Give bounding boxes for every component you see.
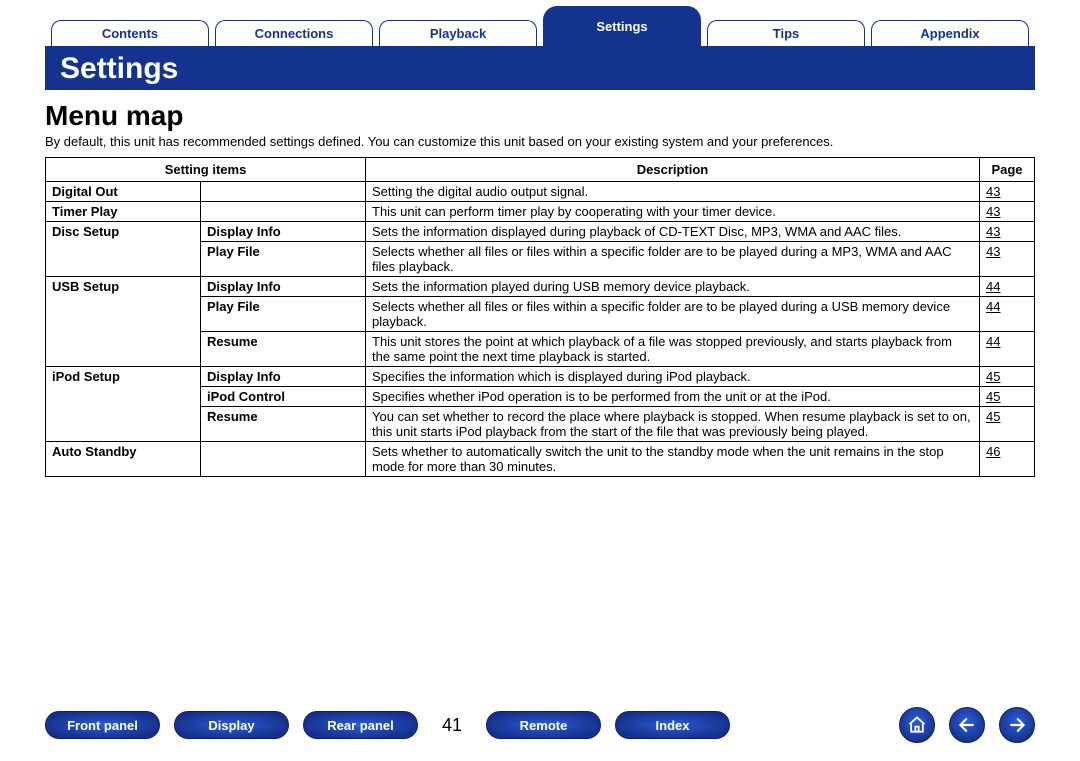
setting-item-cell: iPod Setup xyxy=(46,367,201,387)
menu-map-table: Setting items Description Page Digital O… xyxy=(45,157,1035,477)
description-cell: Specifies the information which is displ… xyxy=(366,367,980,387)
description-cell: This unit can perform timer play by coop… xyxy=(366,202,980,222)
rear-panel-button[interactable]: Rear panel xyxy=(303,711,418,739)
page-link-cell: 44 xyxy=(980,332,1035,367)
page-link[interactable]: 45 xyxy=(986,389,1000,404)
page-link-cell: 43 xyxy=(980,222,1035,242)
page-link[interactable]: 44 xyxy=(986,299,1000,314)
footer-nav: Front panel Display Rear panel 41 Remote… xyxy=(45,707,1035,743)
remote-button[interactable]: Remote xyxy=(486,711,601,739)
page-link[interactable]: 43 xyxy=(986,204,1000,219)
page-link-cell: 45 xyxy=(980,367,1035,387)
description-cell: Specifies whether iPod operation is to b… xyxy=(366,387,980,407)
table-row: iPod SetupDisplay InfoSpecifies the info… xyxy=(46,367,1035,387)
setting-subitem-cell: Play File xyxy=(201,242,366,277)
tab-settings[interactable]: Settings xyxy=(543,6,701,46)
table-row: Play FileSelects whether all files or fi… xyxy=(46,297,1035,332)
description-cell: This unit stores the point at which play… xyxy=(366,332,980,367)
description-cell: Sets whether to automatically switch the… xyxy=(366,442,980,477)
front-panel-button[interactable]: Front panel xyxy=(45,711,160,739)
setting-subitem-cell: Display Info xyxy=(201,222,366,242)
page-link-cell: 44 xyxy=(980,297,1035,332)
setting-subitem-cell: Play File xyxy=(201,297,366,332)
setting-subitem-cell: Display Info xyxy=(201,367,366,387)
home-icon xyxy=(907,715,927,735)
page-heading: Menu map xyxy=(45,100,1035,132)
setting-subitem-cell: Resume xyxy=(201,407,366,442)
page-link[interactable]: 46 xyxy=(986,444,1000,459)
intro-text: By default, this unit has recommended se… xyxy=(45,134,1035,149)
arrow-right-icon xyxy=(1007,715,1027,735)
col-header-description: Description xyxy=(366,158,980,182)
page-link-cell: 43 xyxy=(980,182,1035,202)
table-row: USB SetupDisplay InfoSets the informatio… xyxy=(46,277,1035,297)
page-link-cell: 43 xyxy=(980,242,1035,277)
tab-contents[interactable]: Contents xyxy=(51,20,209,46)
table-row: Digital Out Setting the digital audio out… xyxy=(46,182,1035,202)
setting-item-cell xyxy=(46,297,201,332)
arrow-left-icon xyxy=(957,715,977,735)
table-row: ResumeYou can set whether to record the … xyxy=(46,407,1035,442)
description-cell: Sets the information displayed during pl… xyxy=(366,222,980,242)
setting-item-cell xyxy=(46,332,201,367)
description-cell: Setting the digital audio output signal. xyxy=(366,182,980,202)
page-link[interactable]: 43 xyxy=(986,184,1000,199)
tab-appendix[interactable]: Appendix xyxy=(871,20,1029,46)
page-link[interactable]: 45 xyxy=(986,369,1000,384)
page-link[interactable]: 44 xyxy=(986,279,1000,294)
content-area: Menu map By default, this unit has recom… xyxy=(45,100,1035,477)
table-row: ResumeThis unit stores the point at whic… xyxy=(46,332,1035,367)
setting-subitem-cell xyxy=(201,202,366,222)
setting-subitem-cell: Display Info xyxy=(201,277,366,297)
page-link-cell: 45 xyxy=(980,387,1035,407)
setting-item-cell: Auto Standby xyxy=(46,442,201,477)
page-link-cell: 45 xyxy=(980,407,1035,442)
description-cell: Selects whether all files or files withi… xyxy=(366,297,980,332)
home-button[interactable] xyxy=(899,707,935,743)
page-link[interactable]: 45 xyxy=(986,409,1000,424)
table-row: Play FileSelects whether all files or fi… xyxy=(46,242,1035,277)
col-header-page: Page xyxy=(980,158,1035,182)
page-link-cell: 44 xyxy=(980,277,1035,297)
tab-tips[interactable]: Tips xyxy=(707,20,865,46)
page-link-cell: 43 xyxy=(980,202,1035,222)
top-tabs: Contents Connections Playback Settings T… xyxy=(45,0,1035,46)
setting-item-cell xyxy=(46,407,201,442)
setting-subitem-cell xyxy=(201,442,366,477)
table-row: iPod ControlSpecifies whether iPod opera… xyxy=(46,387,1035,407)
next-page-button[interactable] xyxy=(999,707,1035,743)
setting-item-cell: Disc Setup xyxy=(46,222,201,242)
description-cell: Selects whether all files or files withi… xyxy=(366,242,980,277)
col-header-items: Setting items xyxy=(46,158,366,182)
section-title-bar: Settings xyxy=(45,46,1035,90)
table-row: Auto Standby Sets whether to automaticall… xyxy=(46,442,1035,477)
tab-connections[interactable]: Connections xyxy=(215,20,373,46)
setting-subitem-cell: Resume xyxy=(201,332,366,367)
tab-playback[interactable]: Playback xyxy=(379,20,537,46)
setting-subitem-cell xyxy=(201,182,366,202)
display-button[interactable]: Display xyxy=(174,711,289,739)
table-row: Timer Play This unit can perform timer pl… xyxy=(46,202,1035,222)
table-row: Disc SetupDisplay InfoSets the informati… xyxy=(46,222,1035,242)
page-number: 41 xyxy=(432,715,472,736)
page-link-cell: 46 xyxy=(980,442,1035,477)
setting-item-cell: Timer Play xyxy=(46,202,201,222)
setting-item-cell xyxy=(46,387,201,407)
page-link[interactable]: 44 xyxy=(986,334,1000,349)
setting-subitem-cell: iPod Control xyxy=(201,387,366,407)
page-link[interactable]: 43 xyxy=(986,244,1000,259)
description-cell: You can set whether to record the place … xyxy=(366,407,980,442)
setting-item-cell: Digital Out xyxy=(46,182,201,202)
setting-item-cell: USB Setup xyxy=(46,277,201,297)
prev-page-button[interactable] xyxy=(949,707,985,743)
index-button[interactable]: Index xyxy=(615,711,730,739)
description-cell: Sets the information played during USB m… xyxy=(366,277,980,297)
setting-item-cell xyxy=(46,242,201,277)
page-link[interactable]: 43 xyxy=(986,224,1000,239)
